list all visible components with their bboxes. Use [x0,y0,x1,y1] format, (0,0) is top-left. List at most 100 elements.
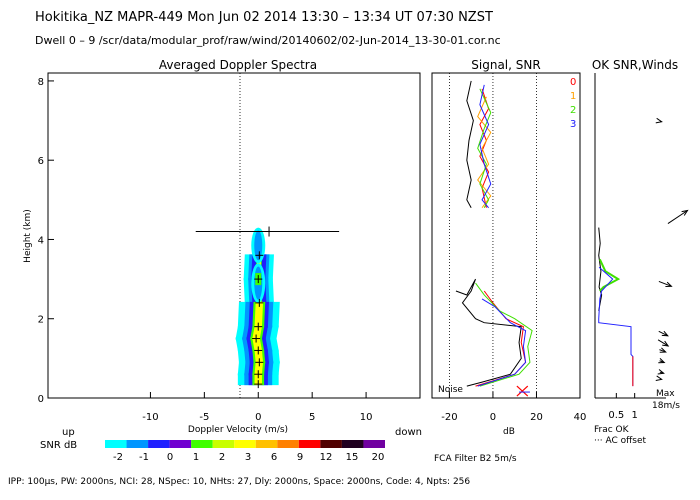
wind-vector-head-7 [657,369,665,375]
velocity-tick-label-2: 0 [255,412,261,423]
height-tick-label-0: 0 [38,394,44,405]
spectra-contour-4-5 [254,301,264,328]
frac-ok-label: Frac OK [594,425,630,435]
ok-series-1 [598,258,621,292]
direction-up-label: up [62,427,75,438]
colorbar-swatch-9 [298,440,321,448]
max-speed-label-1: Max [656,389,675,399]
wind-vector-head-6 [658,358,666,364]
wind-vector-head-5 [659,347,667,353]
max-speed-label-2: 18m/s [652,401,680,411]
panel1-frame [47,72,421,399]
colorbar-swatch-8 [277,440,299,448]
colorbar-swatch-3 [169,440,192,448]
snr-colorbar: -2 -1 0 1 2 3 6 9 12 15 20 [105,440,385,463]
wind-vector-head-2 [665,281,673,287]
ok-snr-winds-layer [598,117,689,387]
colorbar-swatch-1 [126,440,149,448]
wind-vector-head-4 [662,340,670,347]
colorbar-swatch-4 [191,440,213,448]
signal-db-axis: -20 0 20 40 [441,392,586,423]
noise-marker-b [516,385,529,397]
wind-vector-1 [667,210,688,225]
spectra-layer [195,226,340,389]
colorbar-tick-7: 9 [297,452,303,463]
wind-vector-3 [658,330,669,337]
colorbar-tick-4: 2 [219,452,225,463]
colorbar-swatch-6 [234,440,256,448]
spectra-contour-4-2 [254,349,264,364]
colorbar-tick-9: 15 [346,452,359,463]
velocity-axis-label: Doppler Velocity (m/s) [188,425,288,435]
colorbar-tick-10: 20 [372,452,385,463]
channel-legend: 0 1 2 3 [570,77,576,130]
signal-series-6 [475,290,527,387]
signal-series-7 [475,282,533,387]
panel3-title: OK SNR,Winds [592,58,678,72]
spectra-contour-4-1 [254,361,264,376]
colorbar-swatch-10 [320,440,342,448]
wind-vector-head-0 [655,117,663,124]
colorbar-swatch-12 [363,440,385,448]
filter-label: FCA Filter B2 5m/s [434,454,517,464]
colorbar-tick-3: 1 [193,452,199,463]
frac-tick-label-0: 0.5 [608,410,624,421]
colorbar-tick-1: -1 [139,452,149,463]
signal-series-4 [479,84,492,209]
spectra-tail-core-1 [254,230,263,261]
signal-series-0 [466,80,474,208]
wind-vector-4 [657,339,669,347]
signal-series-5 [455,278,522,387]
height-tick-label-4: 8 [38,77,44,88]
direction-down-label: down [395,427,422,438]
panel1-title: Averaged Doppler Spectra [159,58,317,72]
height-tick-label-3: 6 [38,156,44,167]
ok-series-2 [598,266,634,387]
channel-legend-0: 0 [570,77,576,88]
header-title: Hokitika_NZ MAPR-449 Mon Jun 02 2014 13:… [35,10,493,25]
wind-vector-head-3 [661,330,669,337]
colorbar-tick-8: 12 [320,452,333,463]
ac-offset-label: ··· AC offset [594,436,647,446]
footer-params: IPP: 100μs, PW: 2000ns, NCI: 28, NSpec: … [8,477,470,487]
velocity-tick-label-3: 5 [309,412,315,423]
height-axis-label: Height (km) [23,209,33,263]
colorbar-tick-6: 6 [271,452,277,463]
colorbar-swatch-0 [105,440,127,448]
wind-vector-2 [658,280,672,287]
height-tick-label-1: 2 [38,315,44,326]
height-axis: 0 2 4 6 8 [38,77,54,405]
colorbar-swatch-2 [148,440,170,448]
frac-ok-axis: 0.5 1 [608,393,638,421]
frac-tick-label-1: 1 [631,410,637,421]
ok-series-0 [598,227,603,311]
velocity-tick-label-4: 10 [360,412,373,423]
spectra-contour-4-4 [252,325,263,340]
height-tick-label-2: 4 [38,235,44,246]
db-tick-label-3: 40 [574,412,587,423]
panel2-title: Signal, SNR [471,58,540,72]
colorbar-tick-2: 0 [167,452,173,463]
velocity-tick-label-0: -10 [142,412,158,423]
db-tick-label-0: -20 [441,412,457,423]
colorbar-swatch-7 [255,440,278,448]
noise-label: Noise [438,385,463,395]
spectra-contour-4-3 [252,337,263,352]
signal-snr-layer [449,73,537,398]
wind-vector-head-8 [655,375,663,382]
colorbar-tick-5: 3 [245,452,251,463]
signal-series-1 [479,88,490,208]
velocity-axis: -10 -5 0 5 10 [142,392,372,423]
header-dwell-path: Dwell 0 – 9 /scr/data/modular_prof/raw/w… [35,34,501,47]
colorbar-label: SNR dB [40,440,77,451]
signal-series-3 [477,88,492,208]
colorbar-tick-0: -2 [113,452,123,463]
signal-series-8 [477,298,527,387]
panel2-frame [431,72,581,399]
db-tick-label-2: 20 [530,412,543,423]
channel-legend-1: 1 [570,91,576,102]
channel-legend-3: 3 [570,119,576,130]
velocity-tick-label-1: -5 [199,412,209,423]
wind-vector-head-1 [681,209,689,216]
colorbar-swatch-5 [212,440,235,448]
